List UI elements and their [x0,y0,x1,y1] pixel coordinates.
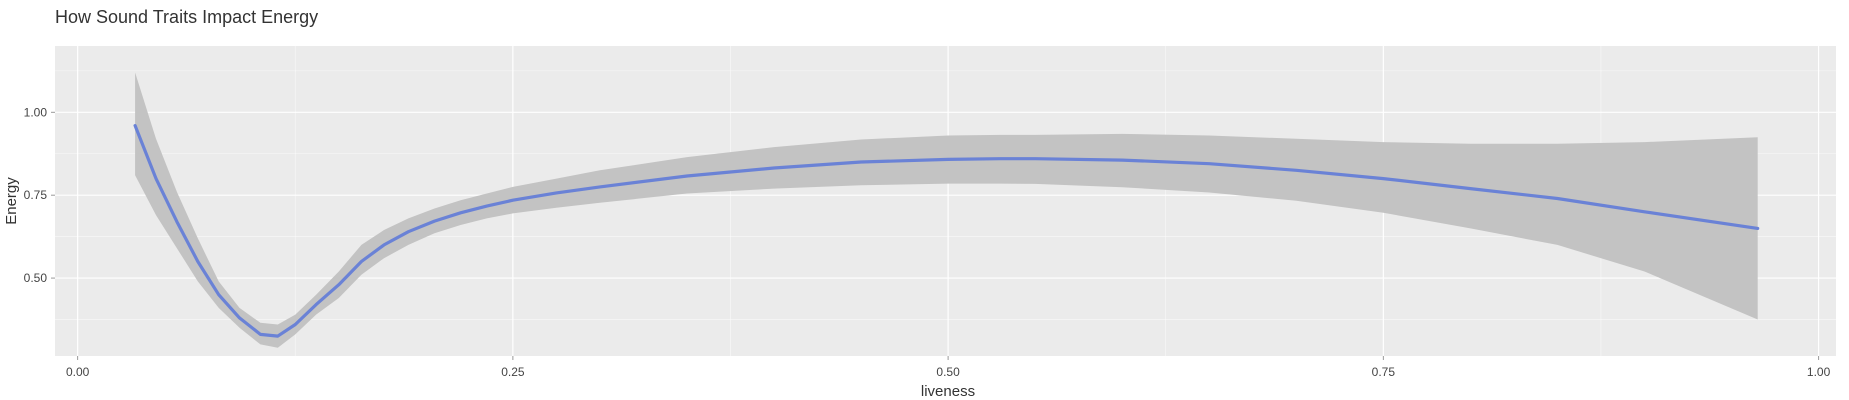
x-tick-label: 0.25 [501,365,525,379]
series-line-layer [133,123,1760,338]
confidence-band [135,72,1758,348]
y-axis-title: Energy [3,177,20,225]
x-tick-label: 0.50 [936,365,960,379]
x-axis-title: liveness [921,383,975,400]
smooth-fit-line [133,123,1760,338]
x-tick-label: 1.00 [1807,365,1831,379]
x-tick-label: 0.75 [1372,365,1396,379]
chart-title: How Sound Traits Impact Energy [55,7,318,27]
y-axis-ticks: 0.50 0.75 1.00 [24,105,55,285]
x-tick-label: 0.00 [66,365,90,379]
x-axis-ticks: 0.00 0.25 0.50 0.75 1.00 [66,356,1831,379]
y-tick-label: 1.00 [24,105,48,119]
y-tick-label: 0.50 [24,271,48,285]
y-tick-label: 0.75 [24,188,48,202]
confidence-band-layer [135,72,1758,348]
